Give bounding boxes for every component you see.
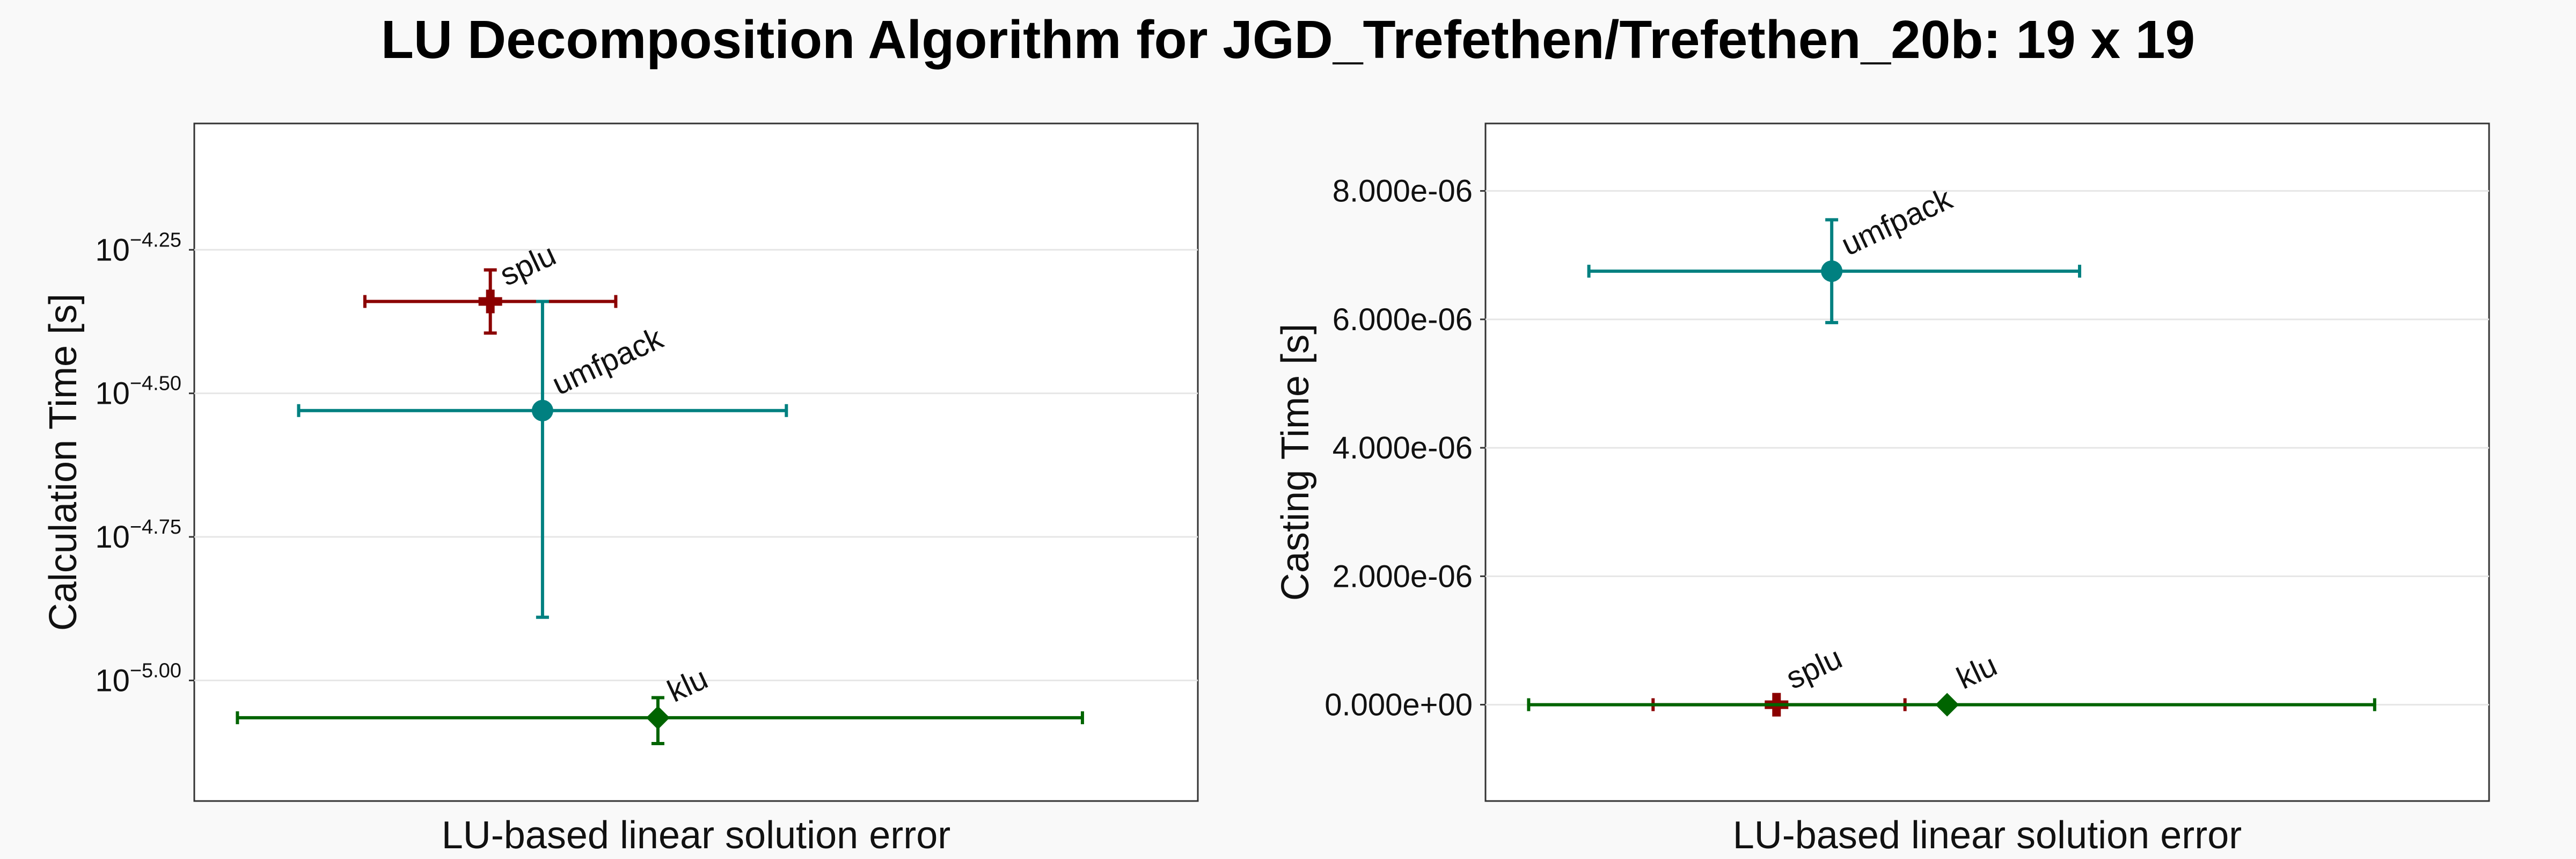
gridlines: [194, 249, 1198, 681]
y-axis-label: Casting Time [s]: [1274, 324, 1317, 601]
y-tick-label: 10−4.75: [95, 516, 181, 555]
x-axis-label: LU-based linear solution error: [442, 814, 950, 857]
y-tick-label: 10−4.25: [95, 229, 181, 267]
y-tick-label: 8.000e-06: [1333, 174, 1473, 209]
plot-frame: [193, 122, 1199, 802]
figure-title: LU Decomposition Algorithm for JGD_Trefe…: [381, 10, 2195, 70]
umfpack-marker: [531, 399, 553, 421]
x-axis-label: LU-based linear solution error: [1733, 814, 2242, 857]
y-tick-label: 10−5.00: [95, 659, 181, 698]
casting-time-panel: 0.000e+00 2.000e-06 4.000e-06 6.000e-06 8.00…: [1274, 122, 2490, 857]
y-axis-label: Calculation Time [s]: [42, 294, 85, 631]
y-tick-labels: 10−4.25 10−4.50 10−4.75 10−5.00: [95, 229, 194, 698]
gridlines: [1485, 190, 2489, 706]
klu-marker: [1935, 693, 1959, 717]
umfpack-marker: [1821, 260, 1843, 282]
y-tick-label: 6.000e-06: [1333, 302, 1473, 337]
y-tick-labels: 0.000e+00 2.000e-06 4.000e-06 6.000e-06 8.00…: [1324, 174, 1485, 723]
klu-marker: [646, 705, 670, 730]
splu-marker: [478, 289, 502, 314]
y-tick-label: 4.000e-06: [1333, 431, 1473, 465]
y-tick-label: 0.000e+00: [1324, 688, 1473, 723]
y-tick-label: 10−4.50: [95, 373, 181, 411]
plot-frame: [1484, 122, 2490, 802]
y-tick-label: 2.000e-06: [1333, 559, 1473, 594]
